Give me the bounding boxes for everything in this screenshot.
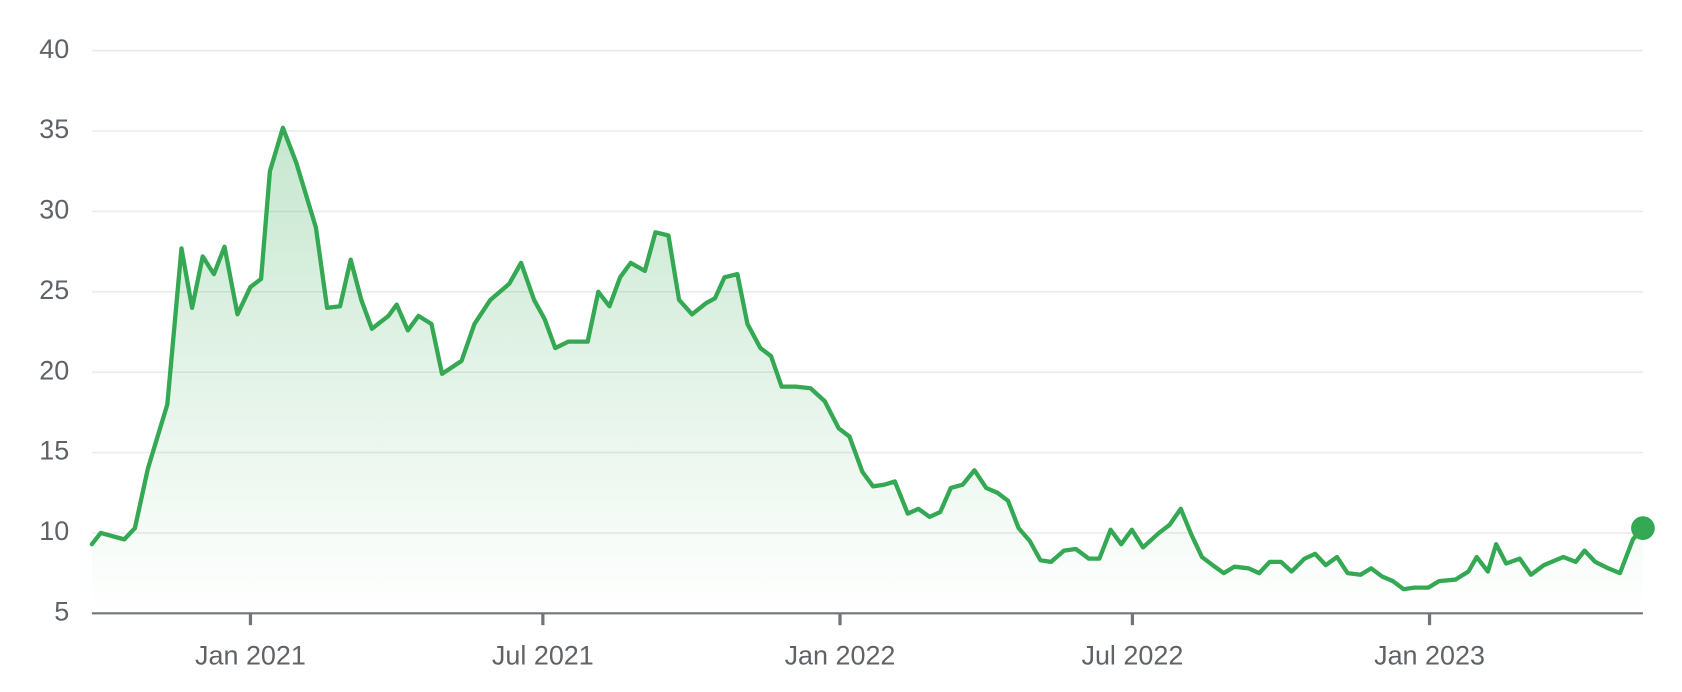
y-tick-label: 40 [39,34,69,64]
y-tick-label: 35 [39,114,69,144]
x-tick-label: Jul 2022 [1081,641,1183,671]
x-tick-label: Jan 2023 [1374,641,1485,671]
line [89,125,1646,592]
axes: 5 10 15 20 25 30 35 40 Jan 2021 Jul 2021 Jan 2022 J… [39,34,1643,671]
y-tick-label: 15 [39,436,69,466]
x-tick-label: Jan 2021 [195,641,306,671]
y-tick-label: 25 [39,275,69,305]
end-point [1631,516,1655,540]
plot [89,125,1655,614]
x-tick-label: Jul 2021 [492,641,594,671]
y-tick-label: 10 [39,516,69,546]
x-tick-label: Jan 2022 [785,641,896,671]
area [91,127,1643,614]
y-tick-label: 5 [54,596,69,626]
y-tick-label: 30 [39,195,69,225]
y-tick-label: 20 [39,355,69,385]
